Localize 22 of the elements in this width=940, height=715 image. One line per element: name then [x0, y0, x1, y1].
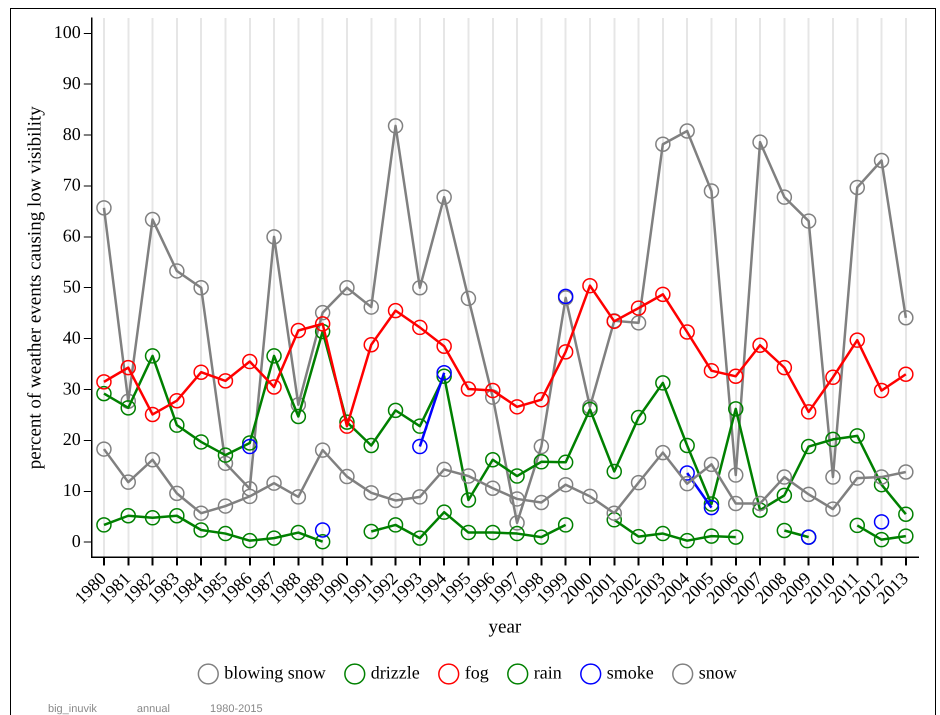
y-tick-label: 90 — [62, 72, 81, 93]
x-axis-title: year — [488, 616, 522, 638]
text: annual — [136, 703, 170, 715]
legend-label: fog — [464, 662, 489, 683]
legend-label: snow — [698, 662, 737, 683]
y-tick-label: 70 — [62, 174, 81, 195]
y-tick-label: 60 — [62, 226, 81, 246]
y-tick-label: 50 — [62, 276, 81, 296]
y-tick-label: 10 — [62, 480, 81, 500]
text: big_inuvik — [48, 703, 97, 715]
y-tick-label: 30 — [62, 378, 81, 398]
legend-label: smoke — [606, 662, 654, 683]
text: 1980-2015 — [210, 703, 263, 715]
y-tick-label: 0 — [72, 530, 81, 551]
y-tick-label: 20 — [62, 429, 81, 450]
y-tick-label: 100 — [54, 22, 81, 42]
legend-label: drizzle — [370, 662, 420, 683]
y-tick-label: 40 — [62, 327, 81, 348]
y-axis-title: percent of weather events causing low visibility — [24, 106, 46, 470]
legend-label: rain — [534, 662, 562, 683]
y-tick-label: 80 — [62, 124, 81, 144]
legend-label: blowing snow — [224, 662, 326, 683]
